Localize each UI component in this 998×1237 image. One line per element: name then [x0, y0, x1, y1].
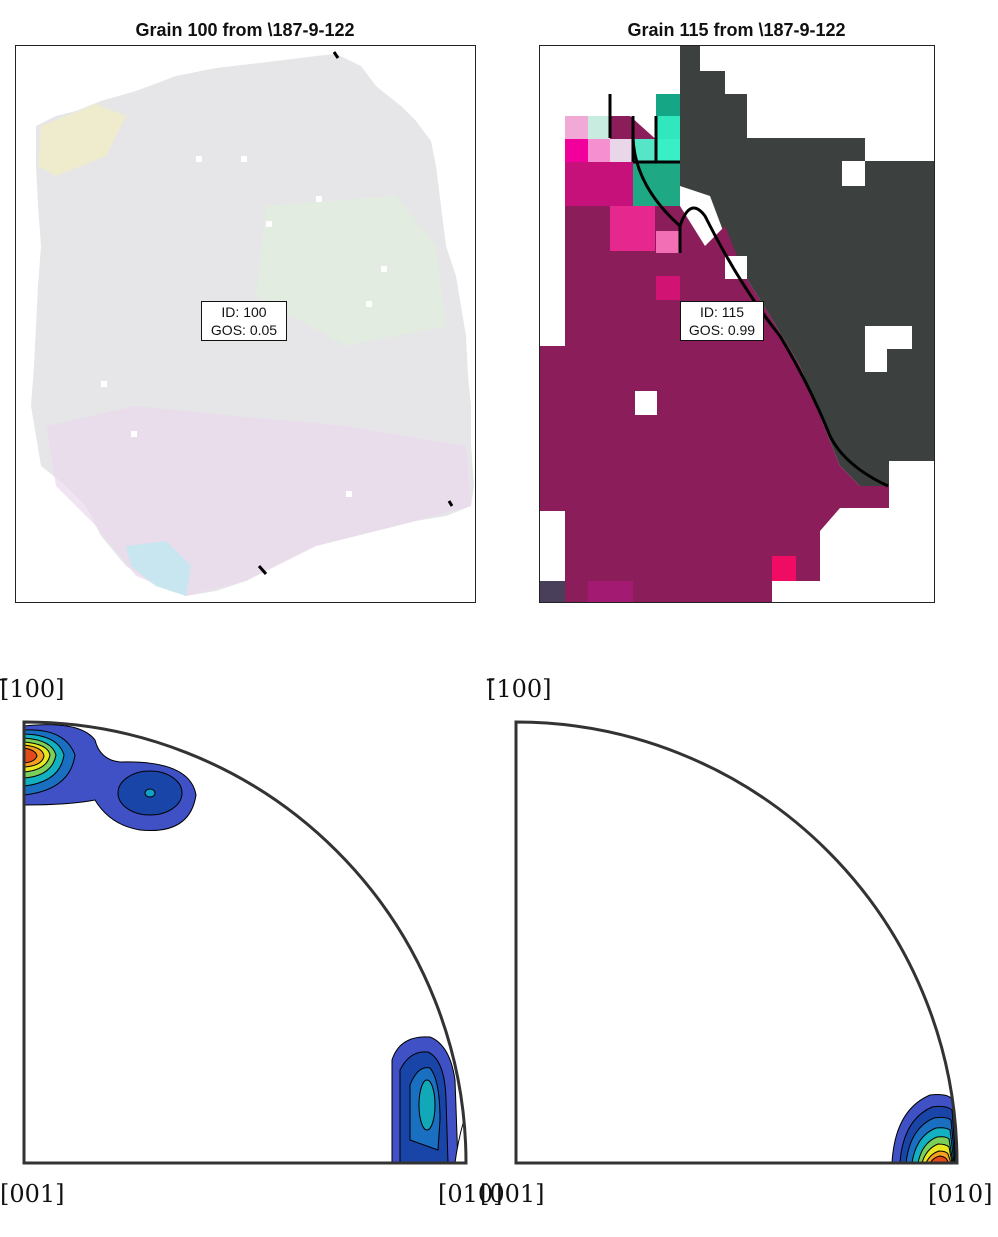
- grain-115-hole: [865, 349, 887, 372]
- grain-100-tint-cyan: [126, 541, 191, 596]
- pf-left-bottom-right-label: [010]: [438, 1180, 503, 1208]
- grain-115-pixel-magenta: [610, 139, 633, 162]
- grain-100-dot: [196, 156, 202, 162]
- grain-115-hole: [910, 461, 934, 486]
- grain-115-boundary: [608, 94, 680, 164]
- grain-115-pixel-red: [772, 556, 796, 581]
- grain-115-pixel-magenta: [565, 162, 633, 206]
- grain-100-dot: [381, 266, 387, 272]
- grain-100-dot: [266, 221, 272, 227]
- grain-100-black-mark: [257, 565, 268, 575]
- grain-115-label: ID: 115 GOS: 0.99: [680, 301, 764, 341]
- grain-100-tint-green: [256, 196, 446, 346]
- grain-115-pixel-teal: [656, 139, 680, 162]
- grain-115-dark-grain: [680, 46, 934, 486]
- grain-100-tint-yellow: [38, 104, 126, 176]
- grain-115-pixel-teal: [633, 139, 656, 162]
- pf-left-bottom-left-label: [001]: [0, 1180, 65, 1208]
- pole-figure-right: [514, 720, 959, 1165]
- grain-100-dot: [241, 156, 247, 162]
- grain-100-dot: [366, 301, 372, 307]
- grain-100-title: Grain 100 from \187-9-122: [135, 20, 355, 40]
- pf-right-bottom-left-label: [001]: [480, 1180, 545, 1208]
- grain-100-gos-label: GOS: 0.05: [210, 322, 278, 338]
- grain-100-dot: [101, 381, 107, 387]
- pole-figure-left: [22, 720, 468, 1165]
- pf-right-contour-bottomright: [891, 1094, 958, 1164]
- grain-115-pixel-pink: [656, 231, 680, 253]
- pf-left-contour-topleft: [23, 724, 197, 832]
- pf-left-contour-bottomright: [391, 1036, 467, 1164]
- pf-right-bottom-right-label: [010]: [928, 1180, 993, 1208]
- grain-115-hole: [865, 326, 912, 349]
- grain-115-map-svg: [540, 46, 934, 602]
- grain-115-title: Grain 115 from \187-9-122: [627, 20, 846, 40]
- grain-115-pixel-dark: [540, 581, 565, 602]
- grain-100-black-mark: [332, 51, 340, 59]
- grain-100-dot: [346, 491, 352, 497]
- grain-115-orientation-map: [539, 45, 935, 603]
- grain-115-gos-label: GOS: 0.99: [688, 322, 756, 338]
- grain-100-dot: [316, 196, 322, 202]
- grain-115-pixel-teal: [656, 94, 680, 116]
- grain-100-id-label: ID: 100: [221, 304, 267, 320]
- grain-115-pixel-magenta: [588, 139, 610, 162]
- pf-right-sector-fill: [516, 722, 957, 1163]
- grain-115-pixel-pink: [565, 116, 588, 139]
- grain-115-pixel-magenta: [610, 206, 655, 251]
- grain-115-hole: [635, 391, 657, 415]
- grain-100-black-mark: [447, 500, 454, 507]
- grain-115-pixel-magenta: [588, 581, 633, 602]
- pf-left-outline: [22, 720, 468, 1165]
- grain-100-label: ID: 100 GOS: 0.05: [201, 301, 287, 341]
- pf-right-outline: [514, 720, 959, 1165]
- grain-100-dot: [131, 431, 137, 437]
- grain-115-pixel-teal: [656, 116, 680, 139]
- pf-right-top-label: [̄100]: [487, 675, 552, 703]
- pf-left-top-label: [̄100]: [0, 675, 65, 703]
- grain-115-id-label: ID: 115: [699, 304, 745, 320]
- grain-115-pixel-magenta: [565, 139, 588, 162]
- grain-115-pixel-magenta: [656, 276, 680, 300]
- pf-left-sector-fill: [24, 721, 466, 1163]
- grain-115-hole: [842, 161, 865, 186]
- grain-115-pixel-pink: [588, 116, 610, 139]
